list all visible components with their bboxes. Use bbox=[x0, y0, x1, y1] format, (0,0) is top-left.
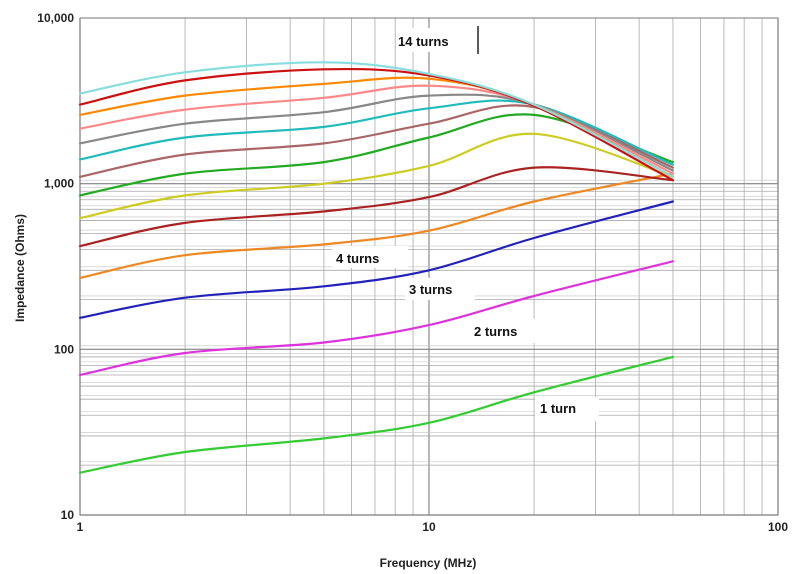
svg-text:2 turns: 2 turns bbox=[474, 324, 517, 339]
series-line-5 bbox=[78, 166, 674, 248]
series-layer bbox=[78, 61, 674, 474]
series-line-3 bbox=[78, 200, 674, 319]
y-tick-label: 10,000 bbox=[37, 11, 74, 25]
x-tick-label: 100 bbox=[768, 520, 788, 534]
series-line-10 bbox=[78, 93, 674, 172]
series-line-1 bbox=[78, 355, 674, 474]
x-tick-label: 1 bbox=[77, 520, 84, 534]
x-axis-title: Frequency (MHz) bbox=[380, 556, 477, 570]
x-tick-label: 10 bbox=[422, 520, 436, 534]
y-tick-label: 1,000 bbox=[44, 177, 74, 191]
series-line-14 bbox=[78, 61, 674, 178]
svg-text:14 turns: 14 turns bbox=[398, 34, 449, 49]
plot-frame bbox=[79, 17, 779, 516]
series-line-7 bbox=[78, 113, 674, 197]
y-tick-label: 100 bbox=[54, 342, 74, 356]
series-line-9 bbox=[78, 99, 674, 166]
svg-text:1 turn: 1 turn bbox=[540, 401, 576, 416]
annotation-2-turns: 2 turns bbox=[470, 319, 546, 343]
series-line-13 bbox=[78, 67, 674, 182]
series-line-4 bbox=[78, 172, 674, 279]
annotation-1-turn: 1 turn bbox=[535, 397, 599, 421]
y-axis-title: Impedance (Ohms) bbox=[13, 214, 27, 322]
svg-text:3 turns: 3 turns bbox=[409, 282, 452, 297]
y-tick-label: 10 bbox=[61, 508, 75, 522]
grid bbox=[79, 17, 779, 516]
svg-text:4 turns: 4 turns bbox=[336, 251, 379, 266]
series-line-6 bbox=[78, 132, 674, 220]
annotation-4-turns: 4 turns bbox=[332, 246, 408, 268]
series-line-2 bbox=[78, 260, 674, 377]
annotation-14-turns: 14 turns bbox=[396, 26, 479, 54]
annotation-3-turns: 3 turns bbox=[405, 278, 475, 300]
